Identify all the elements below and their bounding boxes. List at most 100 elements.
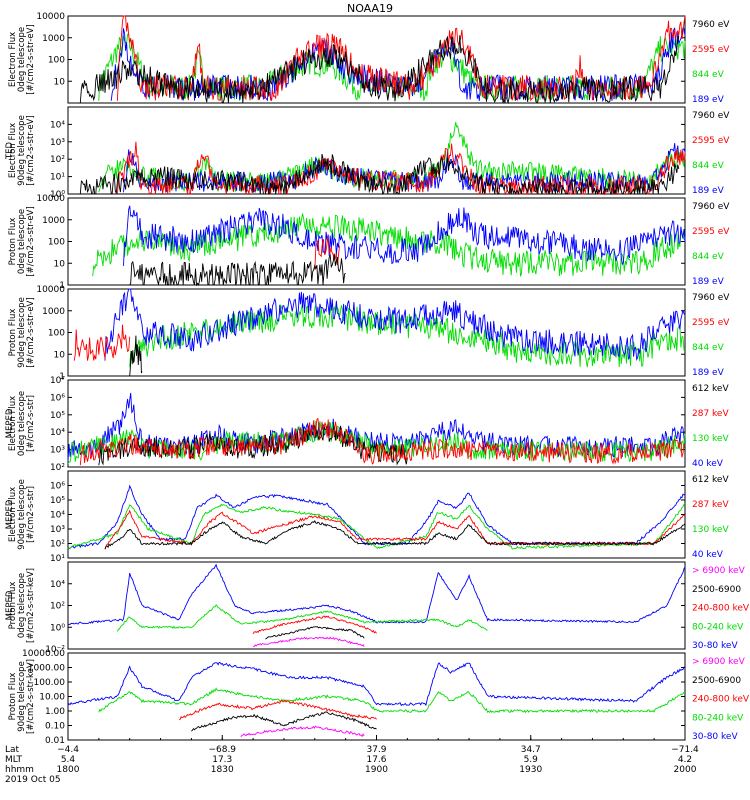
series-line-green (98, 33, 686, 103)
series-line-magenta (240, 725, 365, 738)
legend-entry: 7960 eV (692, 111, 730, 121)
legend-entry: 2595 eV (692, 318, 730, 328)
y-axis-label: Electron Flux 0deg telescope [#/cm2-s-str]… (5, 391, 36, 456)
y-axis-label-line: [#/cm2-s-str-eV] (26, 206, 36, 276)
y-axis-label-line: [#/cm2-s-str-eV] (26, 24, 36, 94)
y-axis-label: Electron Flux 0deg telescope [#/cm2-s-str-… (8, 24, 36, 94)
legend-entry: 7960 eV (692, 293, 730, 303)
y-tick-label: 10000 (36, 285, 65, 295)
x-tick-label-lat: 34.7 (521, 745, 541, 755)
x-axis-row-label-hhmm: hhmm (5, 765, 34, 775)
y-tick-label: 10⁴ (50, 580, 65, 590)
y-tick-label: 100 (48, 56, 65, 66)
x-tick-label-mlt: 17.6 (366, 755, 386, 765)
y-tick-label: 1 (59, 281, 65, 291)
y-tick-label: 100.00 (34, 678, 66, 688)
x-tick-label-lat: 37.9 (366, 745, 386, 755)
y-tick-label: 10² (50, 602, 65, 612)
legend-entry: 2595 eV (692, 45, 730, 55)
y-tick-label: 100 (48, 238, 65, 248)
series-line-blue (110, 27, 686, 103)
y-tick-label: 10⁴ (50, 120, 65, 130)
y-tick-label: 10000 (36, 12, 65, 22)
series-line-black (79, 153, 680, 196)
y-tick-label: 10² (50, 155, 65, 165)
figure-title: NOAA19 (347, 2, 393, 15)
series-line-blue (67, 661, 686, 707)
y-axis-label-line: [#/cm2-s-str-eV] (26, 297, 36, 367)
y-tick-label: 10¹ (50, 554, 65, 564)
y-tick-label: 0.01 (45, 736, 65, 746)
legend-entry: 612 keV (692, 384, 729, 394)
x-tick-label-lat: −68.9 (208, 745, 236, 755)
y-tick-label: 10.00 (39, 693, 65, 703)
series-line-green (116, 604, 488, 632)
y-axis-label: Proton Flux 0deg telescope [#/cm2-s-str-eV… (8, 206, 36, 276)
panel-frame (67, 106, 686, 195)
legend-entry: 40 keV (692, 550, 724, 560)
series-line-red (79, 417, 686, 466)
y-tick-label: 10⁴ (50, 511, 65, 521)
y-axis-label-line: [#/cm2-s-str] (26, 486, 36, 543)
y-axis-label-line: Electron Flux (8, 32, 18, 87)
legend-entry: 2500-6900 (692, 676, 741, 686)
x-tick-label-mlt: 5.4 (61, 755, 76, 765)
legend-entry: 844 eV (692, 252, 725, 262)
x-tick-label-mlt: 17.3 (212, 755, 232, 765)
x-tick-label-mlt: 5.9 (524, 755, 539, 765)
legend-entry: > 6900 keV (692, 566, 746, 576)
series-line-black (129, 253, 346, 287)
y-tick-label: 1000 (42, 307, 65, 317)
legend-entry: 287 keV (692, 500, 729, 510)
y-tick-label: 10³ (50, 138, 65, 148)
y-tick-label: 10⁴ (50, 428, 65, 438)
legend-entry: 844 eV (692, 70, 725, 80)
y-axis-label-line: [#/cm2-s-str] (26, 395, 36, 452)
y-axis-label-line: Electron Flux (8, 123, 18, 178)
panel-1: 10000 1000 100 10 Electron Flux 0deg telescop… (8, 12, 730, 105)
y-tick-label: 10 (54, 350, 66, 360)
y-tick-label: 10¹ (50, 173, 65, 183)
y-axis-label: Proton Flux 90deg telescope [#/cm2-s-str-e… (8, 297, 36, 368)
y-tick-label: 10³ (50, 446, 65, 456)
y-axis-label-line: [#/cm2-s-str-keV] (26, 568, 36, 643)
legend-entry: 189 eV (692, 368, 725, 378)
series-line-green (98, 687, 686, 714)
y-axis-label-line: 0deg telescope (17, 391, 27, 456)
panel-2: 10⁴ 10³ 10² 10¹ 10⁰ Electron Flux 90deg telesc… (5, 106, 730, 200)
y-tick-label: 10⁶ (50, 482, 65, 492)
panel-frame (67, 379, 686, 468)
series-line-blue (67, 563, 686, 626)
legend-entry: 189 eV (692, 277, 725, 287)
y-axis-label: Proton Flux 90deg telescope [#/cm2-s-str-k… (8, 659, 36, 734)
series-line-black (265, 626, 365, 640)
y-tick-label: 10 (54, 77, 66, 87)
y-tick-label: 10² (50, 463, 65, 473)
y-axis-label-line: 0deg telescope (17, 209, 27, 274)
y-axis-label-line: 90deg telescope (17, 115, 27, 186)
series-line-green (67, 420, 686, 465)
date-label: 2019 Oct 05 (5, 775, 61, 785)
y-tick-label: 1000.00 (28, 664, 65, 674)
series-line-blue (123, 205, 686, 266)
y-tick-label: 1000 (42, 216, 65, 226)
y-axis-label: Electron Flux 90deg telescope [#/cm2-s-str… (5, 115, 36, 186)
legend-entry: 240-800 keV (692, 695, 750, 705)
series-line-blue (67, 484, 686, 550)
y-tick-label: 10000 (36, 194, 65, 204)
legend-entry: 130 keV (692, 525, 729, 535)
y-axis-label-line: Electron Flux (8, 487, 18, 542)
legend-entry: 80-240 keV (692, 622, 744, 632)
y-tick-label: 10 (54, 259, 66, 269)
series-line-black (191, 711, 377, 732)
series-line-red (252, 615, 377, 635)
legend-entry: 240-800 keV (692, 604, 750, 614)
legend-entry: 30-80 keV (692, 641, 738, 651)
instrument-label: MEPED (5, 590, 15, 620)
y-tick-label: 10⁰ (50, 623, 65, 633)
series-line-black (104, 520, 686, 550)
y-axis-label-line: [#/cm2-s-str-eV] (26, 115, 36, 185)
legend-entry: 2500-6900 (692, 585, 741, 595)
